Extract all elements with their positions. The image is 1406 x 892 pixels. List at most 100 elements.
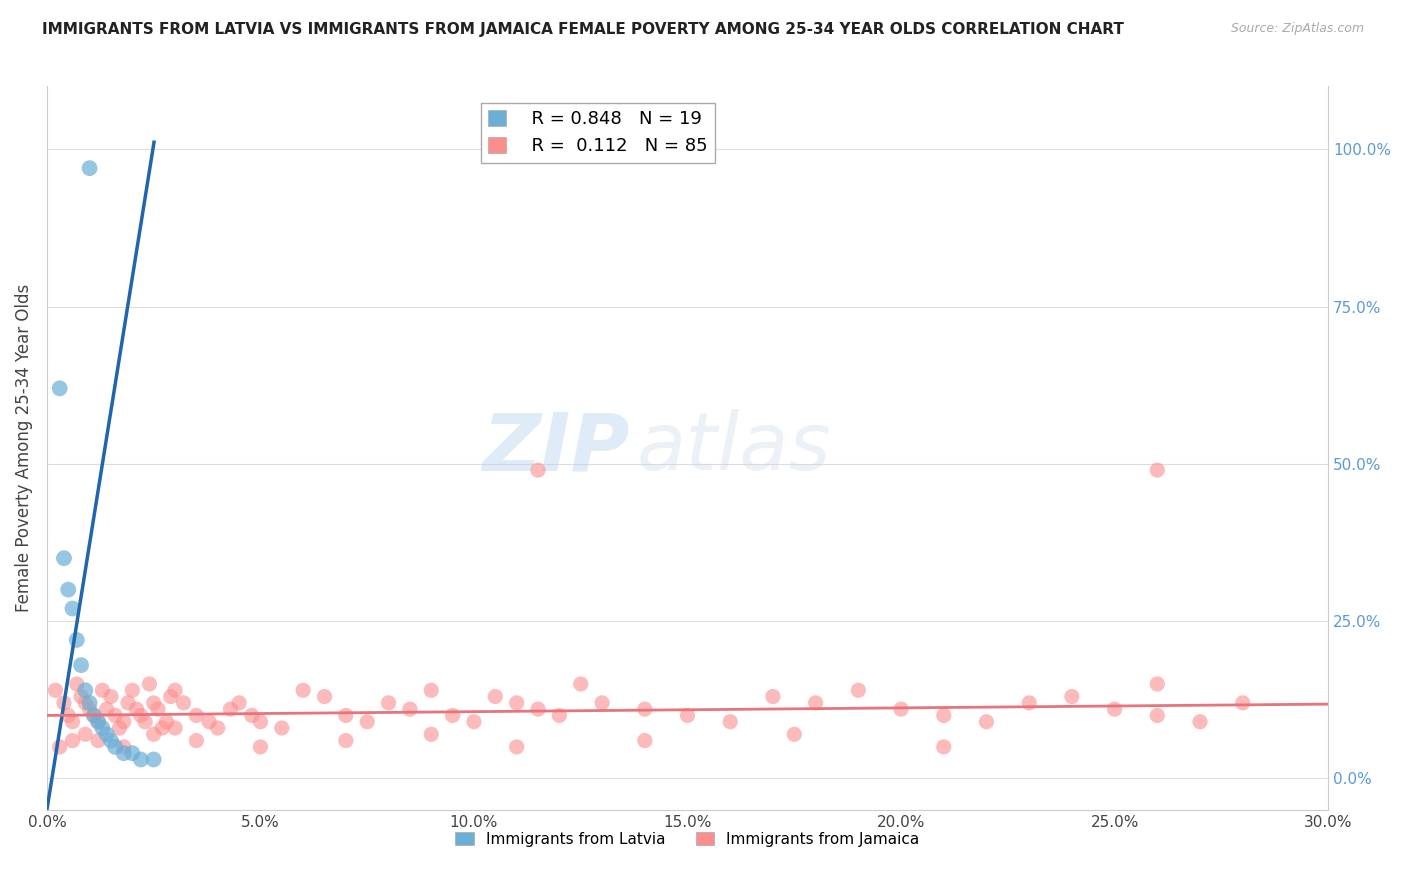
Point [58, 582, 80, 597]
Point [591, 696, 613, 710]
Point [155, 714, 177, 729]
Point [75, 727, 97, 741]
Point [75, 683, 97, 698]
Point [134, 714, 156, 729]
Text: ZIP: ZIP [482, 409, 630, 487]
Point [70, 658, 93, 673]
Point [112, 739, 135, 754]
Point [484, 690, 506, 704]
Point [186, 733, 208, 747]
Point [83, 708, 105, 723]
Point [527, 463, 550, 477]
Point [932, 708, 955, 723]
Point [505, 739, 527, 754]
Text: atlas: atlas [637, 409, 831, 487]
Point [548, 708, 571, 723]
Point [129, 708, 152, 723]
Point [96, 702, 118, 716]
Point [228, 696, 250, 710]
Point [48, 739, 70, 754]
Point [142, 696, 165, 710]
Point [58, 708, 80, 723]
Point [249, 714, 271, 729]
Point [890, 702, 912, 716]
Point [62, 733, 84, 747]
Point [104, 708, 127, 723]
Point [1146, 708, 1168, 723]
Point [87, 714, 110, 729]
Point [87, 733, 110, 747]
Point [79, 161, 101, 175]
Point [108, 721, 131, 735]
Legend: Immigrants from Latvia, Immigrants from Jamaica: Immigrants from Latvia, Immigrants from … [449, 825, 925, 853]
Point [121, 683, 143, 698]
Point [634, 702, 657, 716]
Point [70, 690, 93, 704]
Point [117, 696, 139, 710]
Point [163, 683, 186, 698]
Point [104, 739, 127, 754]
Point [441, 708, 464, 723]
Point [240, 708, 263, 723]
Point [270, 721, 292, 735]
Point [1104, 702, 1126, 716]
Point [335, 733, 357, 747]
Point [100, 690, 122, 704]
Point [52, 551, 75, 566]
Point [505, 696, 527, 710]
Point [846, 683, 869, 698]
Point [198, 714, 221, 729]
Point [142, 752, 165, 766]
Point [186, 708, 208, 723]
Y-axis label: Female Poverty Among 25-34 Year Olds: Female Poverty Among 25-34 Year Olds [15, 284, 32, 612]
Point [292, 683, 315, 698]
Point [75, 696, 97, 710]
Point [87, 714, 110, 729]
Point [569, 677, 592, 691]
Point [112, 746, 135, 760]
Point [718, 714, 741, 729]
Text: Source: ZipAtlas.com: Source: ZipAtlas.com [1230, 22, 1364, 36]
Point [527, 702, 550, 716]
Point [1146, 677, 1168, 691]
Point [1188, 714, 1211, 729]
Point [159, 690, 181, 704]
Point [463, 714, 485, 729]
Point [52, 696, 75, 710]
Point [62, 714, 84, 729]
Point [62, 601, 84, 615]
Point [146, 702, 169, 716]
Point [976, 714, 998, 729]
Point [804, 696, 827, 710]
Point [249, 739, 271, 754]
Point [399, 702, 422, 716]
Point [173, 696, 195, 710]
Point [125, 702, 148, 716]
Point [207, 721, 229, 735]
Point [96, 727, 118, 741]
Point [142, 727, 165, 741]
Point [121, 746, 143, 760]
Point [91, 683, 114, 698]
Point [420, 727, 443, 741]
Point [48, 381, 70, 395]
Point [314, 690, 336, 704]
Point [66, 632, 89, 647]
Point [83, 708, 105, 723]
Point [783, 727, 806, 741]
Point [100, 733, 122, 747]
Point [1018, 696, 1040, 710]
Point [335, 708, 357, 723]
Text: IMMIGRANTS FROM LATVIA VS IMMIGRANTS FROM JAMAICA FEMALE POVERTY AMONG 25-34 YEA: IMMIGRANTS FROM LATVIA VS IMMIGRANTS FRO… [42, 22, 1123, 37]
Point [634, 733, 657, 747]
Point [420, 683, 443, 698]
Point [1146, 463, 1168, 477]
Point [44, 683, 66, 698]
Point [138, 677, 160, 691]
Point [79, 696, 101, 710]
Point [66, 677, 89, 691]
Point [79, 702, 101, 716]
Point [377, 696, 399, 710]
Point [762, 690, 785, 704]
Point [1232, 696, 1254, 710]
